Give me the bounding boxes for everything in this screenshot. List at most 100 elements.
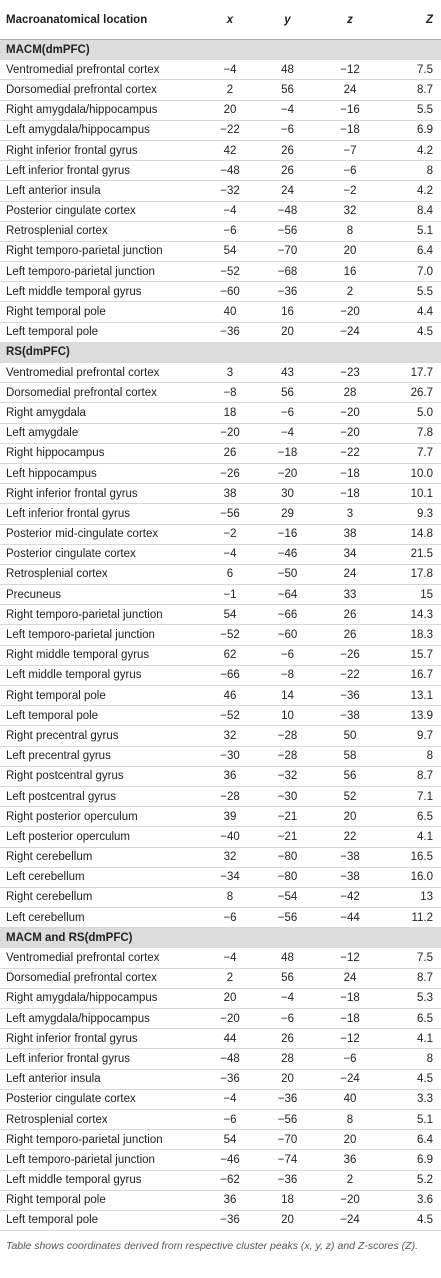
table-cell: Right amygdala/hippocampus xyxy=(6,104,158,117)
table-cell: 16 xyxy=(343,265,357,278)
table-row: Right posterior operculum 39 −21 20 6.5 xyxy=(0,807,441,828)
table-cell: 5.5 xyxy=(417,285,433,298)
table-cell: −28 xyxy=(277,750,298,763)
table-cell: −60 xyxy=(277,629,298,642)
table-cell: −80 xyxy=(277,871,298,884)
table-cell: 42 xyxy=(223,144,237,157)
header-cell: z xyxy=(347,13,353,26)
table-cell: −22 xyxy=(340,669,360,682)
table-row: Left middle temporal gyrus −60 −36 2 5.5 xyxy=(0,282,441,303)
table-cell: −4 xyxy=(223,1093,237,1106)
table-row: Left precentral gyrus −30 −28 58 8 xyxy=(0,747,441,767)
table-cell: −38 xyxy=(340,851,360,864)
table-cell: 26 xyxy=(223,447,237,460)
table-cell: −56 xyxy=(277,225,298,238)
table-cell: Right cerebellum xyxy=(6,851,93,864)
table-cell: 6.4 xyxy=(417,1133,433,1146)
table-cell: 30 xyxy=(281,487,294,500)
table-cell: Retrosplenial cortex xyxy=(6,1113,108,1126)
table-row: Posterior cingulate cortex −4 −46 34 21.5 xyxy=(0,545,441,565)
table-cell: Ventromedial prefrontal cortex xyxy=(6,63,160,76)
table-cell: 24 xyxy=(343,568,357,581)
table-cell: −70 xyxy=(277,245,298,258)
table-cell: −6 xyxy=(280,649,295,662)
table-row: Left posterior operculum −40 −21 22 4.1 xyxy=(0,827,441,848)
table-cell: 15.7 xyxy=(410,649,433,662)
table-cell: −52 xyxy=(220,629,240,642)
table-cell: Dorsomedial prefrontal cortex xyxy=(6,83,157,96)
table-cell: 26 xyxy=(281,164,294,177)
table-cell: 39 xyxy=(223,810,237,823)
table-cell: 48 xyxy=(281,952,294,965)
table-cell: 17.7 xyxy=(410,366,433,379)
table-row: Left amygdala/hippocampus −20 −6 −18 6.5 xyxy=(0,1009,441,1030)
table-cell: 8.4 xyxy=(417,205,433,218)
table-cell: 13 xyxy=(420,891,433,904)
table-cell: Ventromedial prefrontal cortex xyxy=(6,366,160,379)
table-cell: 29 xyxy=(281,507,294,520)
table-cell: 7.1 xyxy=(417,790,433,803)
table-cell: −4 xyxy=(280,427,295,440)
table-row: Left hippocampus −26 −20 −18 10.0 xyxy=(0,464,441,485)
table-cell: −40 xyxy=(220,830,240,843)
table-cell: Posterior cingulate cortex xyxy=(6,205,136,218)
table-cell: 6.9 xyxy=(417,1153,433,1166)
table-cell: −32 xyxy=(220,184,240,197)
table-cell: Right middle temporal gyrus xyxy=(6,649,150,662)
table-cell: −36 xyxy=(277,1093,298,1106)
table-cell: 3 xyxy=(226,366,234,379)
table-cell: −18 xyxy=(340,1012,360,1025)
table-cell: 26.7 xyxy=(410,386,433,399)
table-cell: Retrosplenial cortex xyxy=(6,568,108,581)
table-cell: −20 xyxy=(220,427,240,440)
table-row: Right inferior frontal gyrus 38 30 −18 10.1 xyxy=(0,484,441,505)
table-cell: Left amygdale xyxy=(6,427,79,440)
table-cell: 8 xyxy=(426,164,433,177)
table-cell: −60 xyxy=(220,285,240,298)
table-cell: 40 xyxy=(223,306,237,319)
table-cell: Left temporal pole xyxy=(6,1214,99,1227)
table-cell: Posterior cingulate cortex xyxy=(6,548,136,561)
table-cell: 3.6 xyxy=(417,1194,433,1207)
table-cell: −6 xyxy=(280,406,295,419)
table-cell: Ventromedial prefrontal cortex xyxy=(6,952,160,965)
table-cell: 2 xyxy=(226,83,234,96)
table-row: Left inferior frontal gyrus −48 26 −6 8 xyxy=(0,161,441,182)
table-cell: Retrosplenial cortex xyxy=(6,225,108,238)
table-cell: 56 xyxy=(281,972,294,985)
table-cell: 15 xyxy=(420,588,433,601)
table-cell: −6 xyxy=(280,1012,295,1025)
table-row: Right hippocampus 26 −18 −22 7.7 xyxy=(0,444,441,464)
table-cell: 20 xyxy=(281,326,294,339)
table-row: Right inferior frontal gyrus 44 26 −12 4.1 xyxy=(0,1029,441,1050)
table-cell: −36 xyxy=(220,1214,240,1227)
table-cell: Left temporo-parietal junction xyxy=(6,1153,155,1166)
table-cell: 7.8 xyxy=(417,427,433,440)
table-row: Right amygdala/hippocampus 20 −4 −16 5.5 xyxy=(0,101,441,121)
table-cell: 2 xyxy=(346,1174,354,1187)
table-cell: Left inferior frontal gyrus xyxy=(6,507,131,520)
table-row: Left temporo-parietal junction −52 −60 26 18… xyxy=(0,625,441,646)
table-cell: −23 xyxy=(340,366,360,379)
table-cell: −21 xyxy=(277,830,298,843)
table-row: Left temporo-parietal junction −46 −74 36 6.… xyxy=(0,1150,441,1171)
table-cell: Left cerebellum xyxy=(6,871,85,884)
table-cell: 56 xyxy=(343,770,357,783)
table-cell: Right precentral gyrus xyxy=(6,729,119,742)
table-row: Left cerebellum −34 −80 −38 16.0 xyxy=(0,868,441,888)
table-cell: 14.3 xyxy=(410,608,433,621)
table-cell: 5.5 xyxy=(417,104,433,117)
table-cell: 5.2 xyxy=(417,1174,433,1187)
table-cell: −36 xyxy=(277,285,298,298)
table-cell: 36 xyxy=(343,1153,357,1166)
table-cell: 3.3 xyxy=(417,1093,433,1106)
table-cell: −74 xyxy=(277,1153,298,1166)
table-row: Precuneus −1 −64 33 15 xyxy=(0,585,441,606)
table-cell: −36 xyxy=(277,1174,298,1187)
table-cell: −26 xyxy=(340,649,360,662)
table-cell: −22 xyxy=(340,447,360,460)
table-cell: 6.5 xyxy=(417,1012,433,1025)
table-cell: 17.8 xyxy=(410,568,433,581)
table-cell: Right temporal pole xyxy=(6,1194,106,1207)
